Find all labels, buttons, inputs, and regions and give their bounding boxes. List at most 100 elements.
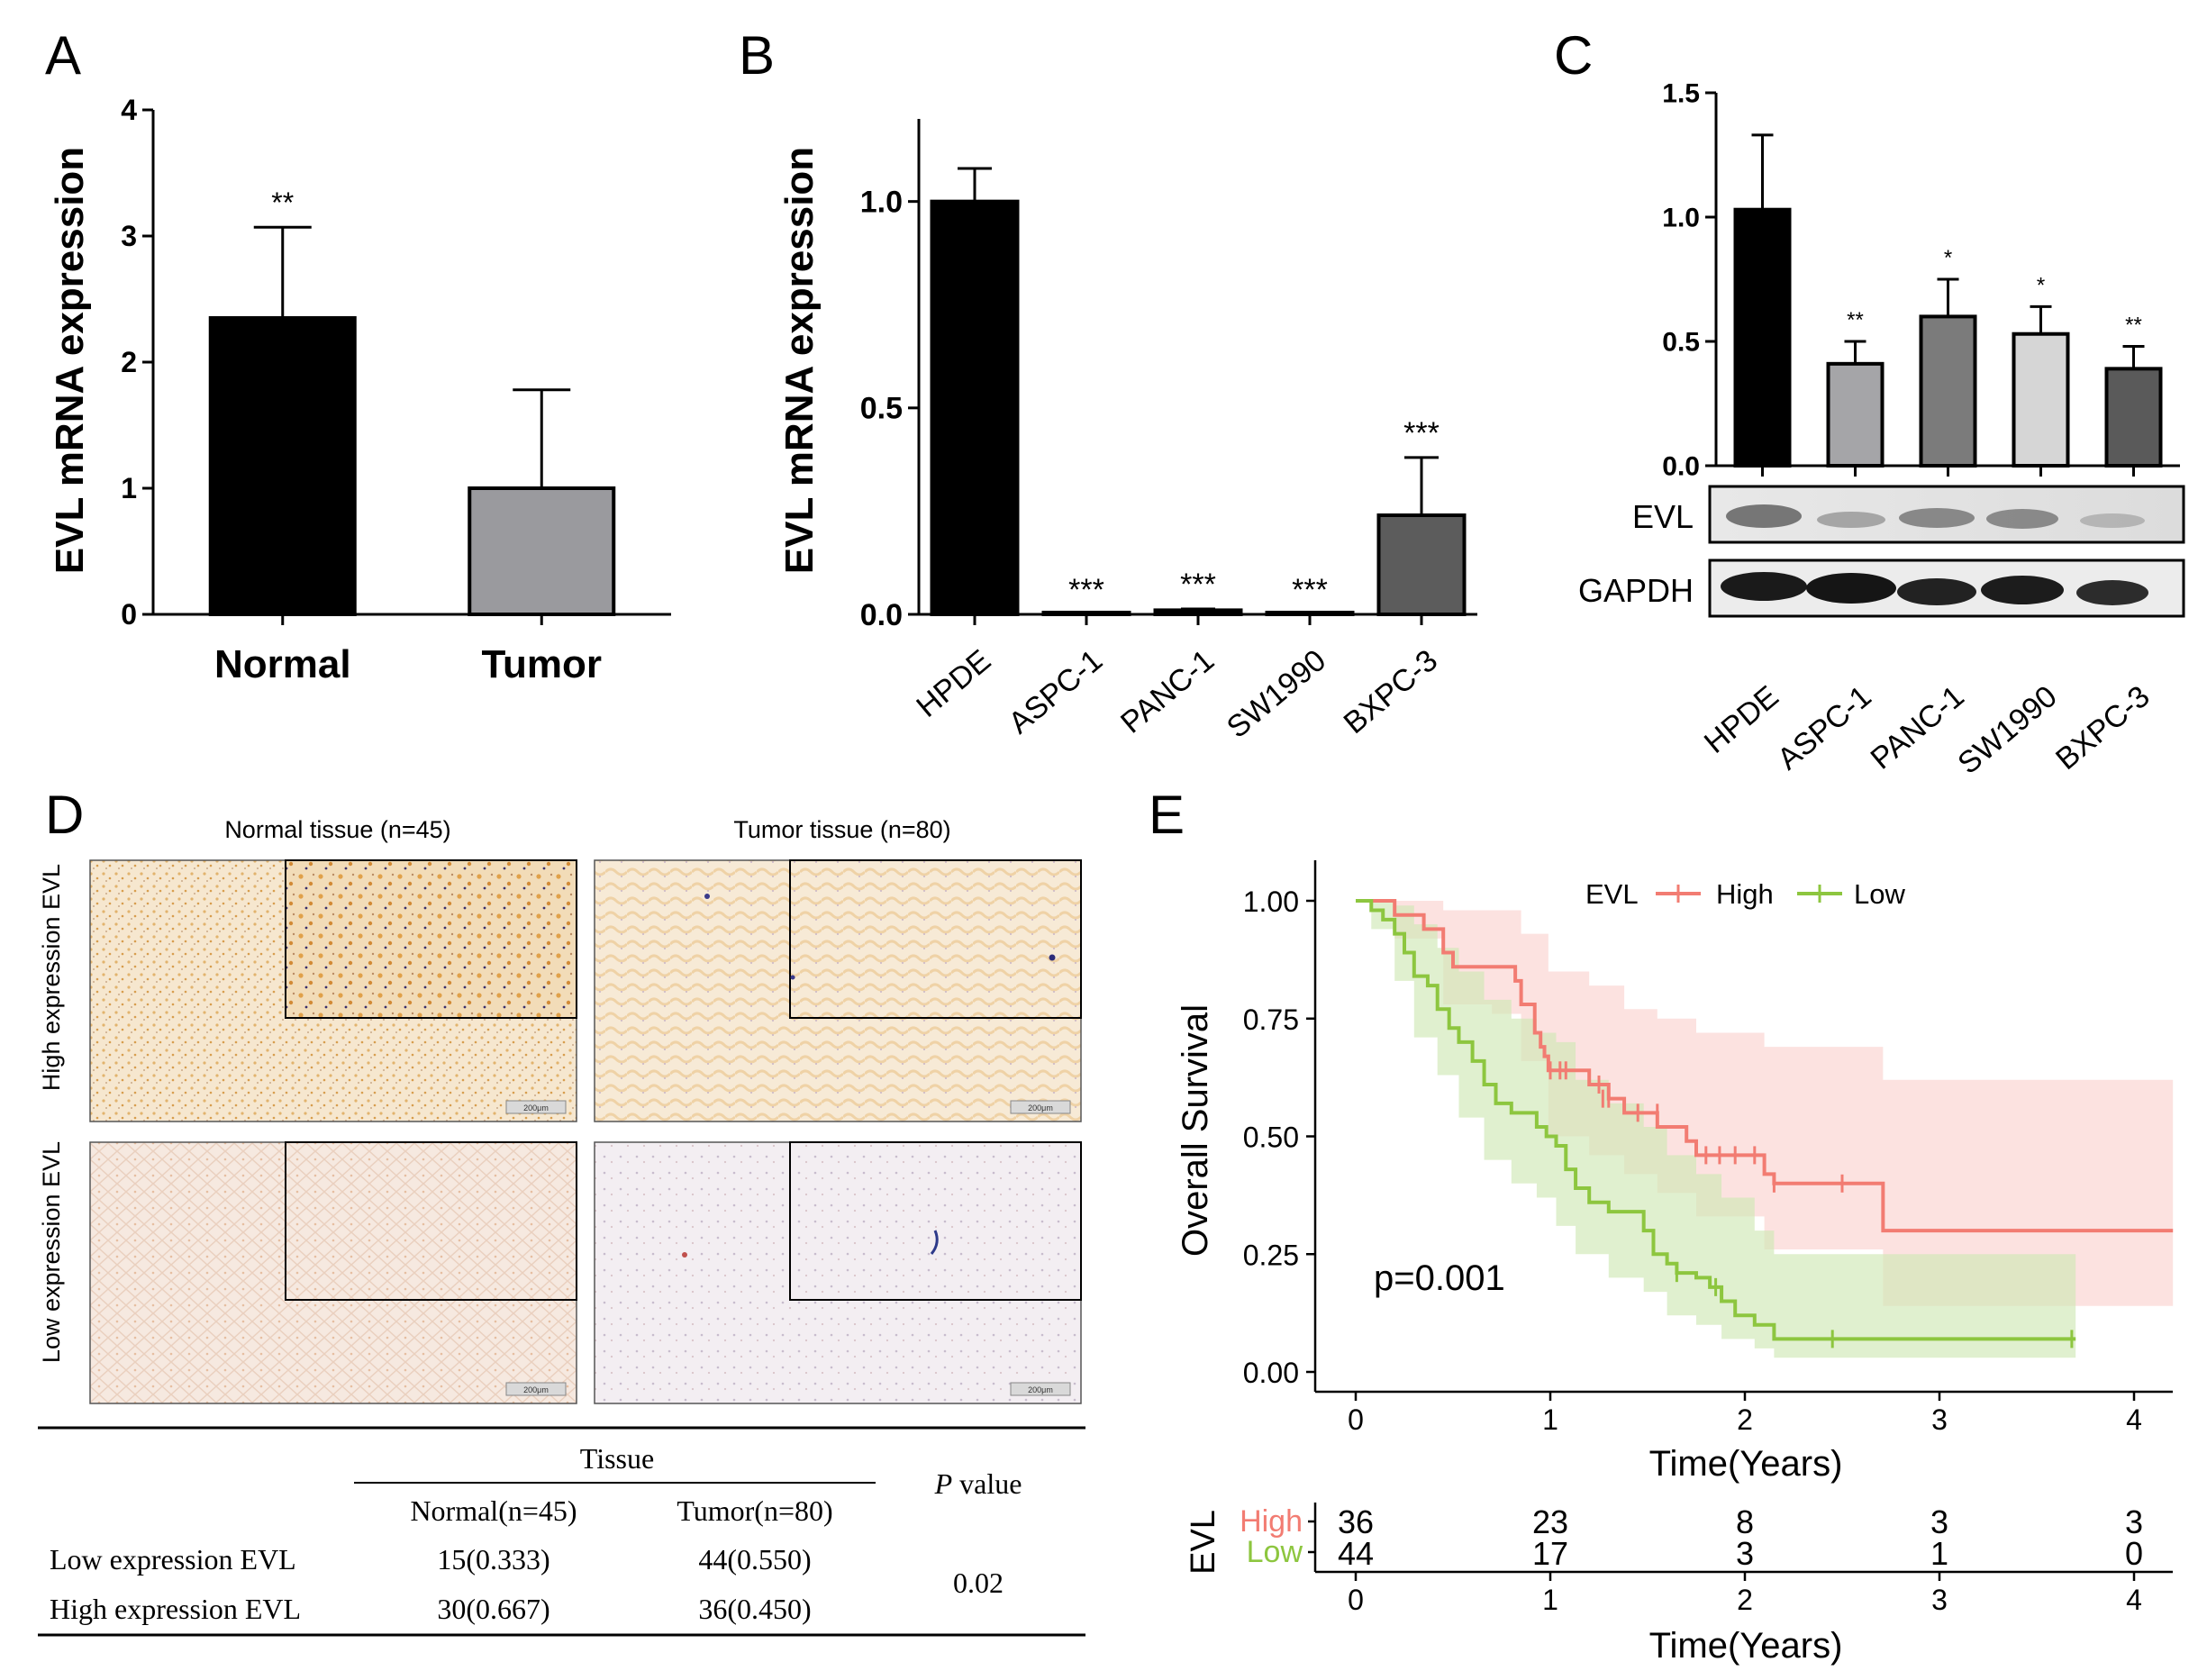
at-risk-count: 44 [1338,1535,1374,1572]
risk-x-tick-label: 2 [1737,1584,1753,1616]
significance-label: *** [1292,573,1328,607]
significance-label: ** [2125,313,2142,338]
survival-curve-low [1356,899,2076,1341]
legend-low-label: Low [1854,878,1905,910]
at-risk-count: 17 [1532,1535,1568,1572]
micrograph-normal-high: 200μm [89,859,577,1122]
bar [468,486,616,616]
y-tick-label: 3 [121,220,137,252]
chart-e-ylabel: Overall Survival [1176,1004,1215,1257]
at-risk-count: 36 [1338,1503,1374,1540]
significance-label: *** [1403,416,1440,450]
table-cell: 36(0.450) [698,1593,811,1625]
bar [208,316,357,616]
x-tick-label: 1 [1542,1403,1558,1436]
category-label: Normal [214,642,351,686]
micrograph-tumor-high: 200μm [594,859,1082,1122]
risk-x-tick-label: 0 [1348,1584,1364,1616]
blot-gapdh-band [2076,580,2148,605]
y-tick-label: 0.50 [1243,1122,1299,1154]
col-title-normal: Normal tissue (n=45) [224,816,450,843]
bar [2012,331,2070,468]
table-header-normal: Normal(n=45) [410,1494,577,1527]
blot-gapdh-band [1897,578,1976,605]
significance-label: *** [1068,573,1104,607]
category-label: BXPC-3 [1338,643,1445,740]
at-risk-count: 1 [1930,1535,1948,1572]
table-cell: 15(0.333) [437,1543,549,1576]
y-tick-label: 0.0 [860,598,903,632]
chart-e-legend: EVL High Low [1585,878,1905,910]
risk-xlabel: Time(Years) [1649,1626,1843,1666]
blot-evl-band [1817,512,1885,528]
y-tick-label: 0.75 [1243,1003,1299,1036]
at-risk-count: 8 [1736,1503,1754,1540]
chart-b-ylabel: EVL mRNA expression [777,147,822,574]
table-header-pvalue: P value [934,1467,1022,1500]
y-tick-label: 1 [121,472,137,504]
panel-d: Normal tissue (n=45) Tumor tissue (n=80)… [38,816,1085,1637]
risk-label-low: Low [1247,1535,1303,1569]
scale-bar [1010,1382,1071,1396]
x-tick-label: 4 [2126,1403,2142,1436]
y-tick-label: 0.00 [1243,1357,1299,1389]
y-tick-label: 0.0 [1662,452,1700,482]
scale-bar [505,1382,567,1396]
col-title-tumor: Tumor tissue (n=80) [733,816,950,843]
bar [930,199,1020,617]
at-risk-count: 3 [2125,1503,2143,1540]
risk-table: EVL High Low Time(Years) 0 1 2 3 436 23 8 3 344 1… [1185,1503,2173,1666]
y-tick-label: 1.0 [1662,204,1700,233]
inset-zoom [789,859,1082,1019]
row-title-high: High expression EVL [38,864,65,1091]
legend-title: EVL [1585,878,1639,910]
scale-bar [505,1100,567,1114]
category-label: SW1990 [1951,679,2063,781]
y-tick-label: 1.5 [1662,79,1700,109]
scale-bar-label: 200μm [523,1103,549,1112]
risk-x-tick-label: 1 [1542,1584,1558,1616]
panel-label-b: B [739,25,775,86]
blot-label-evl: EVL [1632,498,1694,535]
category-label: ASPC-1 [1003,643,1110,740]
bar [1826,361,1885,468]
risk-x-tick-label: 3 [1931,1584,1948,1616]
scale-bar [1010,1100,1071,1114]
category-label: HPDE [910,643,997,724]
scale-bar-label: 200μm [1028,1103,1053,1112]
y-tick-label: 1.0 [860,186,903,220]
legend-high-label: High [1716,878,1774,910]
chart-e-pvalue: p=0.001 [1374,1258,1505,1298]
chart-a-ylabel: EVL mRNA expression [48,147,92,574]
blot-evl-band [1986,509,2058,529]
y-tick-label: 1.00 [1243,885,1299,918]
blot-gapdh-band [1981,576,2064,604]
blot-label-gapdh: GAPDH [1578,572,1694,609]
table-header-pvalue-rest: value [952,1467,1022,1500]
western-blot: EVL GAPDH [1578,485,2185,618]
y-tick-label: 0 [121,598,137,631]
table-header-tumor: Tumor(n=80) [677,1494,832,1527]
blot-gapdh-band [1721,572,1807,601]
y-tick-label: 4 [121,94,137,126]
risk-x-tick-label: 4 [2126,1584,2142,1616]
at-risk-count: 3 [1736,1535,1754,1572]
blot-evl-band [2080,513,2145,528]
category-label: PANC-1 [1114,643,1221,740]
category-label: Tumor [481,642,602,686]
panel-label-d: D [45,785,84,845]
y-tick-label: 0.5 [1662,328,1700,358]
blot-evl-band [1899,508,1975,528]
table-row-label: Low expression EVL [50,1543,296,1576]
category-label: BXPC-3 [2049,679,2157,776]
inset-zoom [285,859,577,1019]
category-label: HPDE [1698,679,1785,760]
km-plot-area [1356,899,2174,1358]
bar [1041,611,1131,616]
micrograph-normal-low: 200μm [89,1141,577,1404]
y-tick-label: 2 [121,346,137,378]
bar [2104,367,2163,468]
expression-table: Tissue P value Normal(n=45) Tumor(n=80) … [38,1426,1085,1637]
ci-band-high [1356,901,2174,1306]
at-risk-count: 23 [1532,1503,1568,1540]
